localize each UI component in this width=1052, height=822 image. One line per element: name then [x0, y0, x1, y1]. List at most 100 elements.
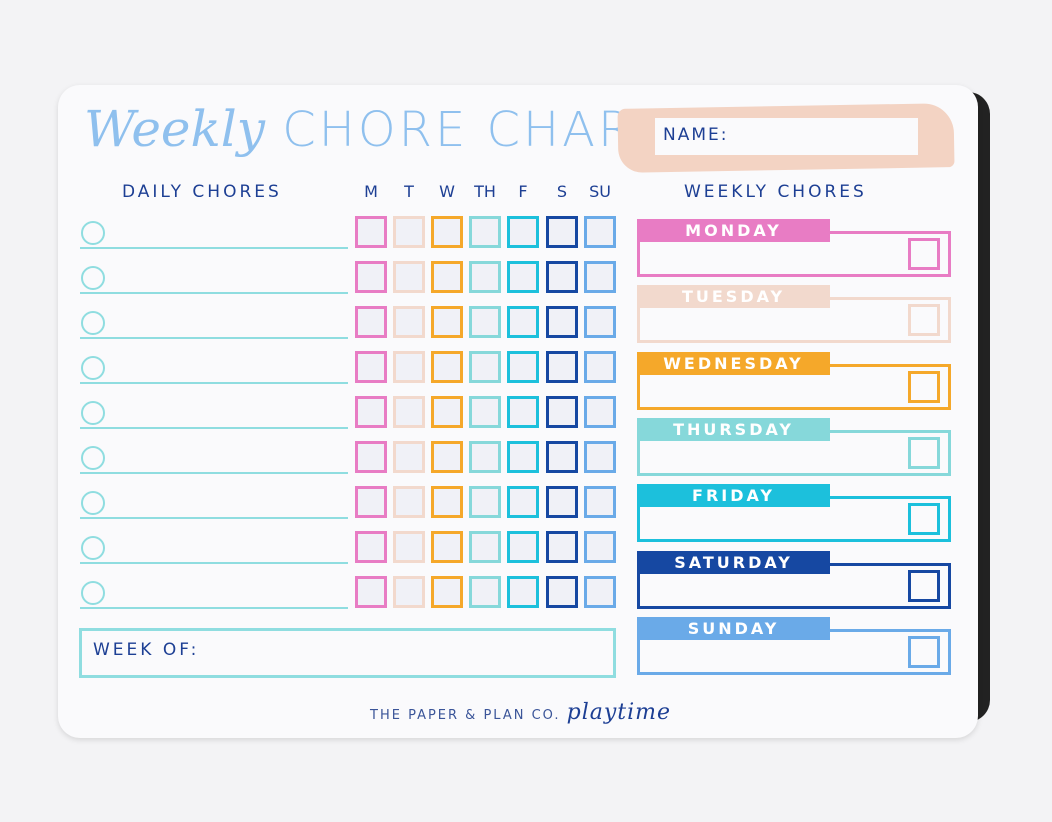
checkbox-m[interactable]: [355, 351, 387, 383]
chore-write-line[interactable]: [80, 607, 348, 609]
checkbox-m[interactable]: [355, 576, 387, 608]
chore-write-line[interactable]: [80, 292, 348, 294]
title-caps: CHORE CHART: [282, 102, 664, 158]
checkbox-f[interactable]: [507, 351, 539, 383]
checkbox-th[interactable]: [469, 261, 501, 293]
checkbox-t[interactable]: [393, 306, 425, 338]
checkbox-su[interactable]: [584, 351, 616, 383]
chore-done-circle[interactable]: [81, 581, 105, 605]
chore-done-circle[interactable]: [81, 536, 105, 560]
weekly-chores-header: WEEKLY CHORES: [684, 182, 867, 202]
checkbox-m[interactable]: [355, 486, 387, 518]
checkbox-w[interactable]: [431, 306, 463, 338]
checkbox-m[interactable]: [355, 261, 387, 293]
chore-done-circle[interactable]: [81, 221, 105, 245]
checkbox-s[interactable]: [546, 306, 578, 338]
day-label-w: W: [439, 182, 455, 201]
brand-name: THE PAPER & PLAN CO.: [370, 708, 561, 723]
checkbox-t[interactable]: [393, 261, 425, 293]
checkbox-t[interactable]: [393, 486, 425, 518]
checkbox-t[interactable]: [393, 531, 425, 563]
checkbox-th[interactable]: [469, 351, 501, 383]
checkbox-t[interactable]: [393, 216, 425, 248]
checkbox-su[interactable]: [584, 396, 616, 428]
checkbox-th[interactable]: [469, 486, 501, 518]
weekly-day-label-thursday: THURSDAY: [637, 417, 830, 441]
checkbox-m[interactable]: [355, 216, 387, 248]
checkbox-su[interactable]: [584, 261, 616, 293]
checkbox-s[interactable]: [546, 531, 578, 563]
checkbox-t[interactable]: [393, 351, 425, 383]
weekly-day-label-saturday: SATURDAY: [637, 550, 830, 574]
checkbox-s[interactable]: [546, 576, 578, 608]
checkbox-su[interactable]: [584, 216, 616, 248]
weekly-checkbox-friday[interactable]: [908, 503, 940, 536]
weekly-checkbox-sunday[interactable]: [908, 635, 940, 668]
chore-done-circle[interactable]: [81, 356, 105, 380]
checkbox-w[interactable]: [431, 486, 463, 518]
chore-write-line[interactable]: [80, 562, 348, 564]
brand-line: playtime: [566, 700, 672, 725]
chore-done-circle[interactable]: [81, 491, 105, 515]
week-of-label: WEEK OF:: [93, 640, 200, 660]
checkbox-su[interactable]: [584, 576, 616, 608]
checkbox-f[interactable]: [507, 261, 539, 293]
checkbox-m[interactable]: [355, 396, 387, 428]
chore-done-circle[interactable]: [81, 401, 105, 425]
checkbox-f[interactable]: [507, 486, 539, 518]
daily-chores-header: DAILY CHORES: [122, 182, 282, 202]
checkbox-th[interactable]: [469, 576, 501, 608]
chore-write-line[interactable]: [80, 427, 348, 429]
week-of-field[interactable]: [79, 628, 616, 678]
checkbox-f[interactable]: [507, 576, 539, 608]
chore-done-circle[interactable]: [81, 266, 105, 290]
chore-write-line[interactable]: [80, 382, 348, 384]
checkbox-su[interactable]: [584, 441, 616, 473]
checkbox-th[interactable]: [469, 531, 501, 563]
weekly-checkbox-thursday[interactable]: [908, 436, 940, 469]
checkbox-su[interactable]: [584, 531, 616, 563]
checkbox-s[interactable]: [546, 486, 578, 518]
weekly-checkbox-saturday[interactable]: [908, 569, 940, 602]
checkbox-f[interactable]: [507, 396, 539, 428]
checkbox-t[interactable]: [393, 576, 425, 608]
checkbox-th[interactable]: [469, 396, 501, 428]
name-field[interactable]: [655, 118, 918, 155]
checkbox-w[interactable]: [431, 261, 463, 293]
checkbox-s[interactable]: [546, 441, 578, 473]
checkbox-w[interactable]: [431, 531, 463, 563]
weekly-checkbox-monday[interactable]: [908, 238, 940, 270]
checkbox-t[interactable]: [393, 396, 425, 428]
chore-done-circle[interactable]: [81, 311, 105, 335]
checkbox-s[interactable]: [546, 396, 578, 428]
checkbox-w[interactable]: [431, 216, 463, 248]
checkbox-th[interactable]: [469, 441, 501, 473]
checkbox-w[interactable]: [431, 576, 463, 608]
checkbox-f[interactable]: [507, 306, 539, 338]
chore-done-circle[interactable]: [81, 446, 105, 470]
chore-write-line[interactable]: [80, 337, 348, 339]
checkbox-su[interactable]: [584, 306, 616, 338]
day-label-s: S: [556, 182, 568, 201]
checkbox-f[interactable]: [507, 531, 539, 563]
weekly-checkbox-wednesday[interactable]: [908, 370, 940, 403]
checkbox-th[interactable]: [469, 306, 501, 338]
checkbox-f[interactable]: [507, 216, 539, 248]
checkbox-f[interactable]: [507, 441, 539, 473]
checkbox-w[interactable]: [431, 351, 463, 383]
checkbox-m[interactable]: [355, 531, 387, 563]
chore-write-line[interactable]: [80, 472, 348, 474]
checkbox-w[interactable]: [431, 396, 463, 428]
checkbox-th[interactable]: [469, 216, 501, 248]
checkbox-su[interactable]: [584, 486, 616, 518]
checkbox-s[interactable]: [546, 351, 578, 383]
checkbox-s[interactable]: [546, 261, 578, 293]
checkbox-t[interactable]: [393, 441, 425, 473]
checkbox-m[interactable]: [355, 441, 387, 473]
chore-write-line[interactable]: [80, 517, 348, 519]
weekly-checkbox-tuesday[interactable]: [908, 304, 940, 337]
chore-write-line[interactable]: [80, 247, 348, 249]
checkbox-w[interactable]: [431, 441, 463, 473]
checkbox-s[interactable]: [546, 216, 578, 248]
checkbox-m[interactable]: [355, 306, 387, 338]
